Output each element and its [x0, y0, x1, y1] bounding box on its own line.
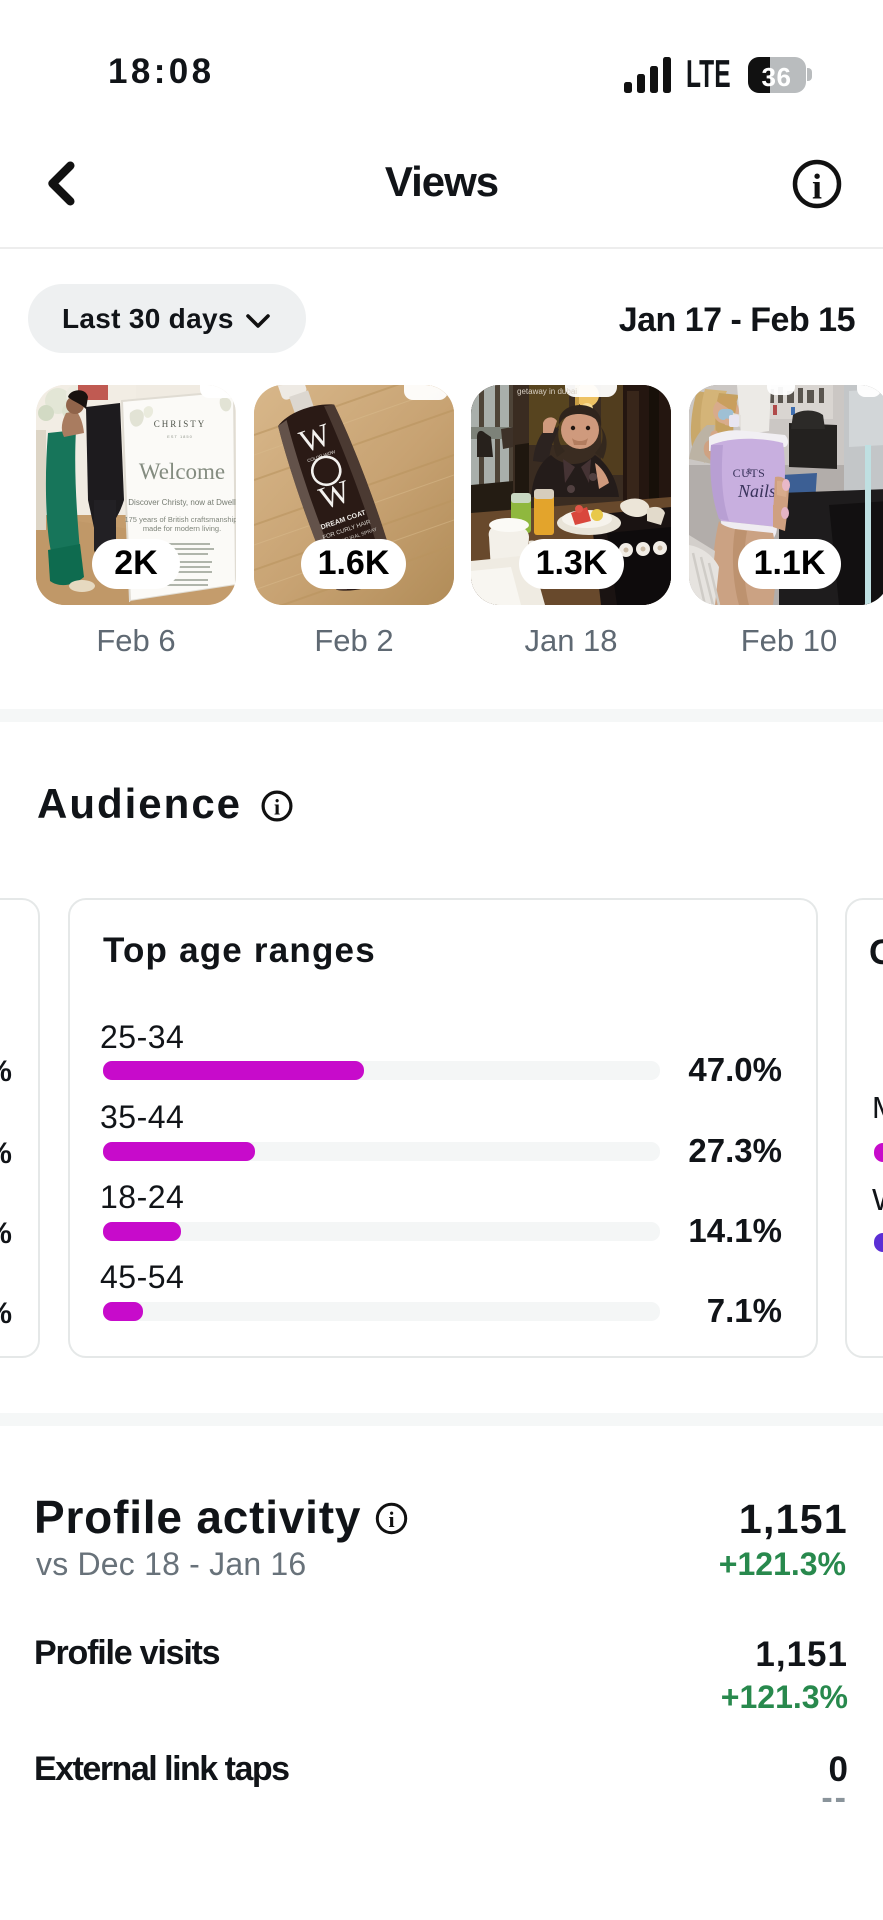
- svg-text:&: &: [746, 467, 753, 476]
- svg-text:i: i: [388, 1507, 394, 1532]
- svg-text:CUTS: CUTS: [733, 466, 766, 480]
- svg-text:made for modern living.: made for modern living.: [143, 524, 221, 533]
- svg-text:EST 1850: EST 1850: [167, 434, 193, 439]
- svg-text:CHRISTY: CHRISTY: [154, 419, 207, 429]
- svg-text:Welcome: Welcome: [139, 459, 225, 484]
- svg-text:175 years of British craftsman: 175 years of British craftsmanship,: [124, 515, 236, 524]
- svg-text:Discover Christy, now at Dwell: Discover Christy, now at Dwell: [128, 498, 236, 507]
- svg-text:i: i: [274, 795, 280, 820]
- svg-text:i: i: [812, 167, 822, 207]
- svg-text:Nails: Nails: [737, 481, 776, 501]
- svg-text:getaway in dubai: getaway in dubai: [517, 387, 577, 396]
